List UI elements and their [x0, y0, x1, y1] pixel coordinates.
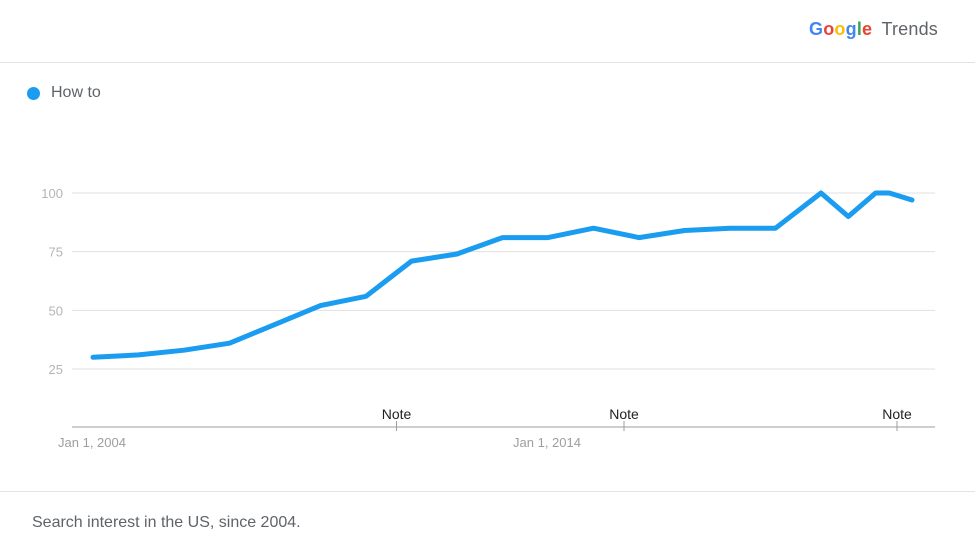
- chart-legend: How to: [27, 84, 101, 102]
- header: Google Trends: [0, 0, 975, 63]
- google-trends-logo[interactable]: Google Trends: [809, 19, 938, 40]
- google-wordmark: Google: [809, 19, 873, 39]
- footer-caption: Search interest in the US, since 2004.: [32, 514, 301, 531]
- note-label: Note: [882, 406, 912, 422]
- note-label: Note: [609, 406, 639, 422]
- trends-wordmark: Trends: [881, 19, 938, 39]
- legend-label: How to: [51, 84, 101, 101]
- x-tick-label: Jan 1, 2014: [513, 435, 581, 450]
- series-line-how-to: [90, 190, 915, 360]
- y-tick-label: 50: [49, 303, 63, 318]
- y-tick-label: 75: [49, 245, 63, 260]
- x-tick-label: Jan 1, 2004: [58, 435, 126, 450]
- line-chart: 25 50 75 100 Jan 1, 2004 Jan 1, 2014 Note Note N…: [41, 186, 935, 450]
- y-tick-label: 25: [49, 362, 63, 377]
- y-tick-label: 100: [41, 186, 63, 201]
- footer: Search interest in the US, since 2004.: [0, 491, 975, 555]
- legend-dot-icon: [27, 86, 40, 100]
- note-label: Note: [382, 406, 412, 422]
